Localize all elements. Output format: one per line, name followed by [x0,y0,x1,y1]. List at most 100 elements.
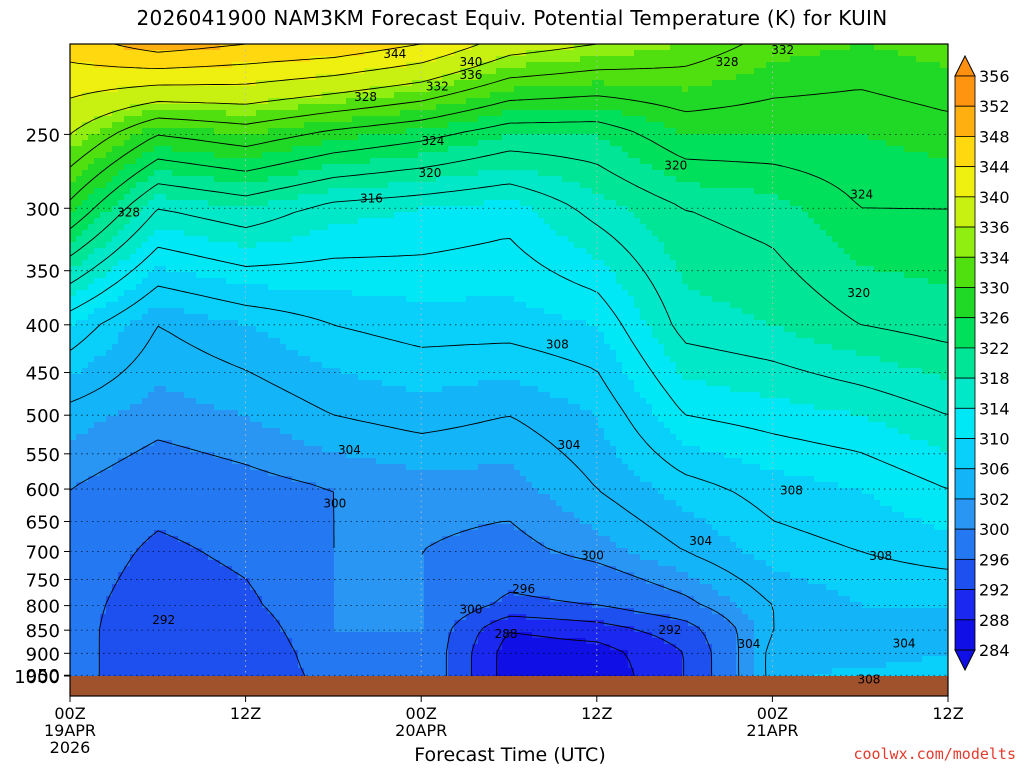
field-cell [196,110,203,117]
field-cell [286,668,293,675]
field-cell [106,188,113,195]
field-cell [130,176,137,183]
field-cell [322,212,329,219]
field-cell [184,146,191,153]
field-cell [106,506,113,513]
field-cell [178,152,185,159]
field-cell [286,80,293,87]
field-cell [172,626,179,633]
field-cell [106,338,113,345]
field-cell [322,224,329,231]
field-cell [70,386,77,393]
field-cell [202,416,209,423]
field-cell [292,488,299,495]
field-cell [310,266,317,273]
field-cell [292,584,299,591]
field-cell [88,170,95,177]
field-cell [244,536,251,543]
field-cell [214,50,221,57]
field-cell [340,380,347,387]
field-cell [226,506,233,513]
field-cell [292,188,299,195]
field-cell [262,536,269,543]
field-cell [214,476,221,483]
field-cell [238,404,245,411]
field-cell [70,422,77,429]
field-cell [142,368,149,375]
field-cell [214,146,221,153]
field-cell [292,602,299,609]
field-cell [316,662,323,669]
field-cell [298,668,305,675]
field-cell [304,434,311,441]
field-cell [322,566,329,573]
field-cell [226,614,233,621]
field-cell [334,326,341,333]
field-cell [130,476,137,483]
field-cell [292,368,299,375]
field-cell [94,290,101,297]
field-cell [160,320,167,327]
field-cell [316,158,323,165]
field-cell [160,350,167,357]
field-cell [274,566,281,573]
field-cell [316,248,323,255]
field-cell [286,596,293,603]
field-cell [124,68,131,75]
field-cell [136,500,143,507]
field-cell [142,524,149,531]
field-cell [142,482,149,489]
field-cell [280,656,287,663]
field-cell [304,566,311,573]
field-cell [136,212,143,219]
field-cell [262,368,269,375]
field-cell [172,92,179,99]
field-cell [304,44,311,51]
field-cell [124,404,131,411]
field-cell [310,584,317,591]
field-cell [184,458,191,465]
field-cell [304,308,311,315]
field-cell [256,116,263,123]
field-cell [100,638,107,645]
field-cell [172,656,179,663]
field-cell [340,524,347,531]
field-cell [130,86,137,93]
field-cell [106,74,113,81]
field-cell [328,386,335,393]
field-cell [250,116,257,123]
field-cell [160,590,167,597]
field-cell [208,56,215,63]
field-cell [256,320,263,327]
field-cell [166,302,173,309]
field-cell [142,320,149,327]
field-cell [232,200,239,207]
field-cell [148,350,155,357]
field-cell [256,176,263,183]
field-cell [292,578,299,585]
field-cell [334,614,341,621]
field-cell [130,482,137,489]
field-cell [304,428,311,435]
field-cell [214,170,221,177]
field-cell [256,644,263,651]
field-cell [142,584,149,591]
field-cell [136,362,143,369]
field-cell [292,500,299,507]
field-cell [160,572,167,579]
field-cell [88,134,95,141]
field-cell [238,398,245,405]
field-cell [226,518,233,525]
field-cell [292,608,299,615]
field-cell [328,452,335,459]
field-cell [220,428,227,435]
field-cell [124,302,131,309]
field-cell [88,122,95,129]
field-cell [334,230,341,237]
field-cell [208,314,215,321]
field-cell [190,614,197,621]
field-cell [124,104,131,111]
field-cell [328,602,335,609]
field-cell [196,344,203,351]
field-cell [322,398,329,405]
